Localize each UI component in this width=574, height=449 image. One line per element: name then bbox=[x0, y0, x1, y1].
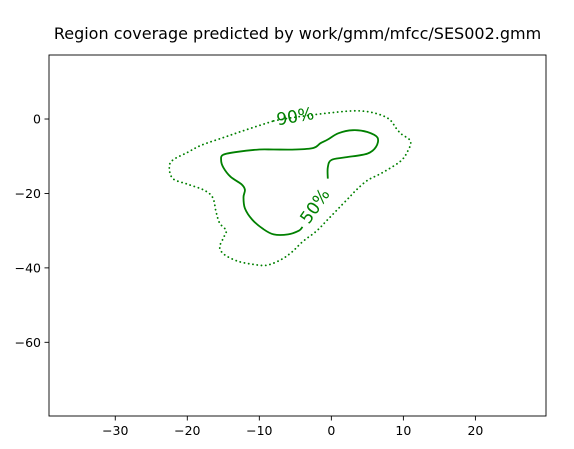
y-axis: 0 −20 −40 −60 bbox=[15, 112, 49, 350]
contour-lines bbox=[168, 109, 412, 267]
y-tick-label-2: −40 bbox=[15, 260, 41, 275]
contour-50-line bbox=[220, 129, 379, 236]
y-tick-label-3: −60 bbox=[15, 335, 41, 350]
contour-90-line bbox=[168, 109, 412, 267]
x-tick-label-5: 20 bbox=[467, 423, 483, 438]
x-tick-label-1: −20 bbox=[174, 423, 200, 438]
y-tick-label-1: −20 bbox=[15, 186, 41, 201]
x-tick-label-0: −30 bbox=[102, 423, 128, 438]
x-tick-label-3: 0 bbox=[327, 423, 335, 438]
plot-area bbox=[48, 54, 547, 417]
x-tick-label-2: −10 bbox=[246, 423, 272, 438]
y-tick-label-0: 0 bbox=[33, 112, 41, 127]
x-axis: −30 −20 −10 0 10 20 bbox=[102, 416, 483, 438]
x-tick-label-4: 10 bbox=[395, 423, 411, 438]
chart-title: Region coverage predicted by work/gmm/mf… bbox=[54, 24, 541, 43]
